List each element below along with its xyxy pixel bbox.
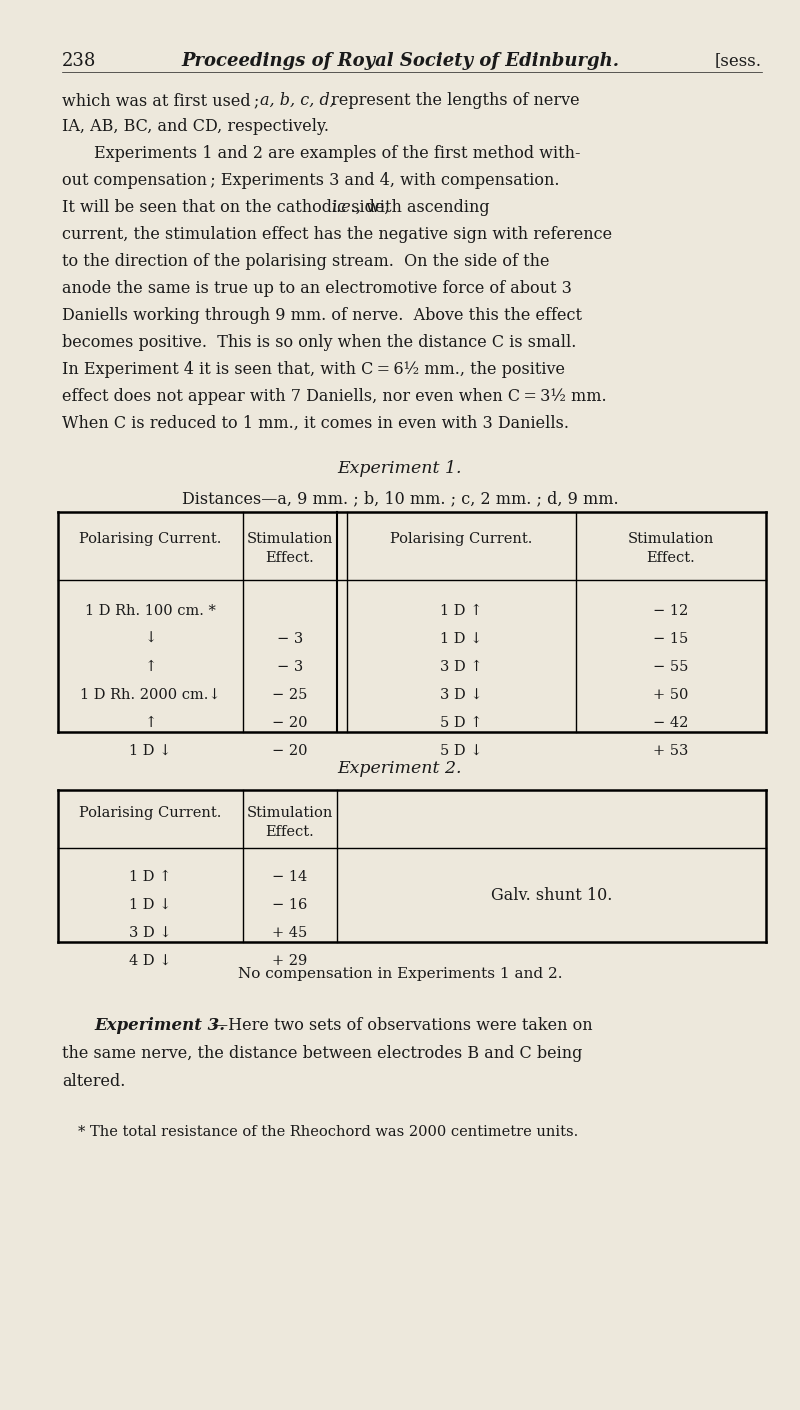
Text: It will be seen that on the cathodic side,: It will be seen that on the cathodic sid… (62, 199, 394, 216)
Text: out compensation ; Experiments 3 and 4, with compensation.: out compensation ; Experiments 3 and 4, … (62, 172, 559, 189)
Text: No compensation in Experiments 1 and 2.: No compensation in Experiments 1 and 2. (238, 967, 562, 981)
Text: Stimulation
Effect.: Stimulation Effect. (247, 532, 333, 565)
Text: − 15: − 15 (654, 632, 689, 646)
Text: − 55: − 55 (654, 660, 689, 674)
Text: Proceedings of Royal Society of Edinburgh.: Proceedings of Royal Society of Edinburg… (181, 52, 619, 70)
Text: 3 D ↓: 3 D ↓ (440, 688, 483, 702)
Text: ↓: ↓ (144, 632, 157, 646)
Text: + 45: + 45 (272, 926, 308, 940)
Text: Experiment 1.: Experiment 1. (338, 460, 462, 477)
Text: anode the same is true up to an electromotive force of about 3: anode the same is true up to an electrom… (62, 281, 572, 298)
Text: to the direction of the polarising stream.  On the side of the: to the direction of the polarising strea… (62, 252, 550, 269)
Text: a, b, c, d,: a, b, c, d, (260, 92, 335, 109)
Text: Polarising Current.: Polarising Current. (79, 807, 222, 821)
Text: − 14: − 14 (272, 870, 308, 884)
Text: which was at first used ;: which was at first used ; (62, 92, 268, 109)
Text: 3 D ↓: 3 D ↓ (129, 926, 172, 940)
Text: Polarising Current.: Polarising Current. (79, 532, 222, 546)
Text: ↑: ↑ (144, 716, 157, 730)
Text: the same nerve, the distance between electrodes B and C being: the same nerve, the distance between ele… (62, 1045, 582, 1062)
Text: 1 D ↓: 1 D ↓ (130, 744, 172, 759)
Text: [sess.: [sess. (715, 52, 762, 69)
Text: In Experiment 4 it is seen that, with C = 6½ mm., the positive: In Experiment 4 it is seen that, with C … (62, 361, 565, 378)
Text: 5 D ↓: 5 D ↓ (440, 744, 482, 759)
Text: Galv. shunt 10.: Galv. shunt 10. (491, 887, 612, 904)
Text: Stimulation
Effect.: Stimulation Effect. (628, 532, 714, 565)
Text: − 20: − 20 (272, 744, 308, 759)
Text: 4 D ↓: 4 D ↓ (130, 955, 172, 969)
Text: represent the lengths of nerve: represent the lengths of nerve (326, 92, 580, 109)
Text: —Here two sets of observations were taken on: —Here two sets of observations were take… (212, 1017, 593, 1034)
Text: − 42: − 42 (654, 716, 689, 730)
Text: − 3: − 3 (277, 660, 303, 674)
Text: altered.: altered. (62, 1073, 126, 1090)
Text: 238: 238 (62, 52, 96, 70)
Text: Experiments 1 and 2 are examples of the first method with-: Experiments 1 and 2 are examples of the … (94, 145, 581, 162)
Text: + 29: + 29 (272, 955, 308, 969)
Text: ↑: ↑ (144, 660, 157, 674)
Text: − 16: − 16 (272, 898, 308, 912)
Text: Experiment 2.: Experiment 2. (338, 760, 462, 777)
Text: Polarising Current.: Polarising Current. (390, 532, 533, 546)
Text: 5 D ↑: 5 D ↑ (440, 716, 482, 730)
Text: i.e.,: i.e., (330, 199, 361, 216)
Text: IA, AB, BC, and CD, respectively.: IA, AB, BC, and CD, respectively. (62, 118, 329, 135)
Text: − 12: − 12 (654, 603, 689, 618)
Text: 1 D ↑: 1 D ↑ (440, 603, 482, 618)
Text: * The total resistance of the Rheochord was 2000 centimetre units.: * The total resistance of the Rheochord … (78, 1125, 578, 1139)
Text: effect does not appear with 7 Daniells, nor even when C = 3½ mm.: effect does not appear with 7 Daniells, … (62, 388, 606, 405)
Text: + 50: + 50 (654, 688, 689, 702)
Text: Stimulation
Effect.: Stimulation Effect. (247, 807, 333, 839)
Text: 3 D ↑: 3 D ↑ (440, 660, 483, 674)
Text: with ascending: with ascending (361, 199, 490, 216)
Text: current, the stimulation effect has the negative sign with reference: current, the stimulation effect has the … (62, 226, 612, 243)
Text: Distances—a, 9 mm. ; b, 10 mm. ; c, 2 mm. ; d, 9 mm.: Distances—a, 9 mm. ; b, 10 mm. ; c, 2 mm… (182, 491, 618, 508)
Text: When C is reduced to 1 mm., it comes in even with 3 Daniells.: When C is reduced to 1 mm., it comes in … (62, 415, 569, 431)
Text: becomes positive.  This is so only when the distance C is small.: becomes positive. This is so only when t… (62, 334, 576, 351)
Text: + 53: + 53 (654, 744, 689, 759)
Text: 1 D Rh. 100 cm. *: 1 D Rh. 100 cm. * (85, 603, 216, 618)
Text: − 20: − 20 (272, 716, 308, 730)
Text: Daniells working through 9 mm. of nerve.  Above this the effect: Daniells working through 9 mm. of nerve.… (62, 307, 582, 324)
Text: − 3: − 3 (277, 632, 303, 646)
Text: 1 D ↑: 1 D ↑ (130, 870, 172, 884)
Text: 1 D Rh. 2000 cm.↓: 1 D Rh. 2000 cm.↓ (80, 688, 221, 702)
Text: − 25: − 25 (272, 688, 308, 702)
Text: 1 D ↓: 1 D ↓ (130, 898, 172, 912)
Text: Experiment 3.: Experiment 3. (94, 1017, 225, 1034)
Text: 1 D ↓: 1 D ↓ (440, 632, 482, 646)
